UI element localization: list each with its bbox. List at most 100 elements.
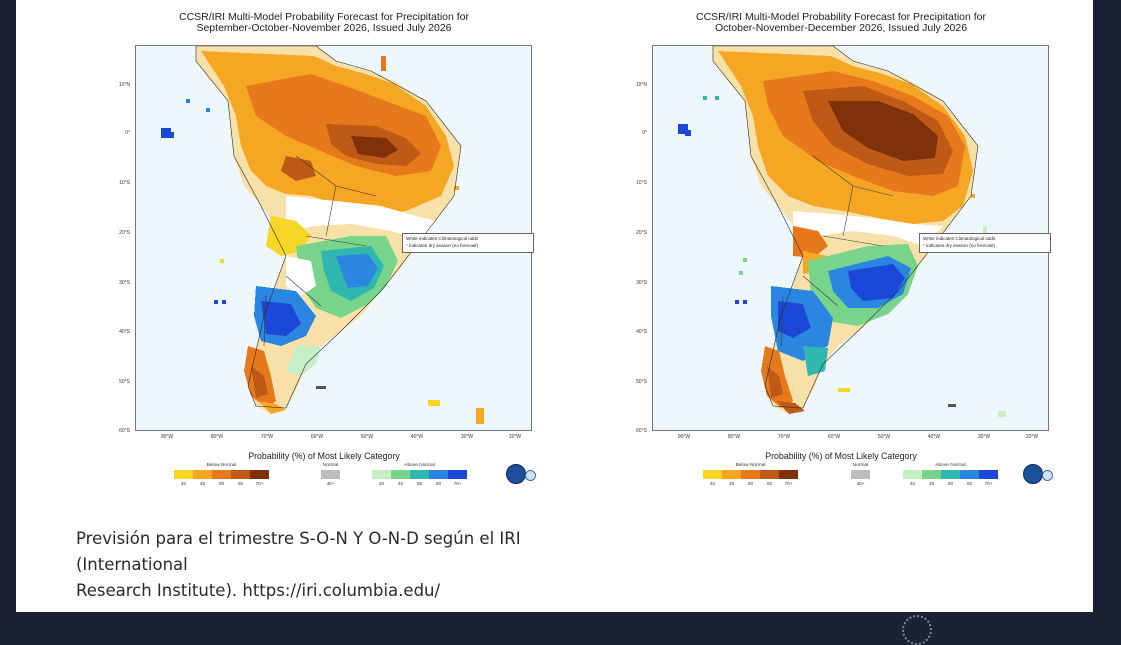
tick: 40	[378, 481, 385, 486]
map-inline-legend: White indicates Climatological odds * in…	[919, 233, 1051, 253]
caption-line: Previsión para el trimestre S-O-N Y O-N-…	[76, 529, 521, 548]
colorbar-below-normal: Below Normal 40 45 50 60 70+	[174, 463, 269, 486]
lat-label: 30°S	[636, 280, 647, 286]
caption-line: Research Institute). https://iri.columbi…	[76, 581, 441, 600]
colorbar-below-normal: Below Normal 40 45 50 60 70+	[703, 463, 798, 486]
lon-label: 70°W	[260, 434, 274, 440]
lat-label: 60°S	[636, 428, 647, 434]
lon-label: 90°W	[677, 434, 691, 440]
tick: 40+	[326, 481, 335, 486]
color-swatch	[903, 470, 922, 479]
lon-label: 80°W	[727, 434, 741, 440]
dry-season-marker: *	[923, 243, 925, 248]
lon-label: 30°W	[977, 434, 991, 440]
tick: 50	[218, 481, 225, 486]
tick: 70+	[984, 481, 993, 486]
dry-season-marker: *	[406, 243, 408, 248]
lat-label: 10°S	[636, 180, 647, 186]
colorbar-above-normal: Above Normal 40 45 50 60 70+	[903, 463, 998, 486]
climatology-band	[286, 196, 436, 241]
lat-label: 0°	[642, 130, 647, 136]
forecast-map-ond: CCSR/IRI Multi-Model Probability Forecas…	[621, 0, 1061, 500]
color-swatch	[429, 470, 448, 479]
color-swatch	[722, 470, 741, 479]
tick: 40+	[856, 481, 865, 486]
colorbar-label: Below Normal	[206, 463, 237, 468]
precip-map-svg	[161, 46, 484, 424]
lon-label: 60°W	[310, 434, 324, 440]
color-swatch	[250, 470, 269, 479]
tick: 70+	[453, 481, 462, 486]
color-swatch	[231, 470, 250, 479]
lat-label: 0°	[125, 130, 130, 136]
lon-label: 30°W	[460, 434, 474, 440]
colorbar-normal: Normal 40+	[851, 463, 870, 486]
color-swatch	[741, 470, 760, 479]
color-swatch	[960, 470, 979, 479]
map-title-line2: October-November-December 2026, Issued J…	[714, 22, 968, 34]
lat-label: 10°S	[119, 180, 130, 186]
partner-logo-icon	[525, 470, 536, 481]
color-swatch	[212, 470, 231, 479]
legend-dry-note: indicates dry season (no forecast)	[926, 243, 996, 248]
lon-label: 20°W	[508, 434, 522, 440]
forecast-map-son: CCSR/IRI Multi-Model Probability Forecas…	[104, 0, 544, 500]
color-swatch	[410, 470, 429, 479]
legend-dry-note: indicates dry season (no forecast)	[409, 243, 479, 248]
colorbar-label: Normal	[322, 463, 339, 468]
map-title-line1: CCSR/IRI Multi-Model Probability Forecas…	[695, 11, 986, 23]
lon-label: 50°W	[360, 434, 374, 440]
color-swatch	[372, 470, 391, 479]
lon-label: 40°W	[927, 434, 941, 440]
colorbar-normal: Normal 40+	[321, 463, 340, 486]
lat-label: 40°S	[119, 329, 130, 335]
lon-label: 40°W	[410, 434, 424, 440]
color-swatch	[851, 470, 870, 479]
tick: 60	[966, 481, 973, 486]
iri-logo-icon	[1023, 464, 1043, 484]
tick: 70+	[255, 481, 264, 486]
color-swatch	[174, 470, 193, 479]
lat-label: 10°N	[635, 82, 647, 88]
color-swatch	[760, 470, 779, 479]
lon-label: 90°W	[160, 434, 174, 440]
map-area	[652, 45, 1049, 431]
tick: 60	[435, 481, 442, 486]
precip-map-svg	[678, 46, 1006, 417]
color-swatch	[779, 470, 798, 479]
climatology-band	[793, 211, 943, 246]
lat-label: 30°S	[119, 280, 130, 286]
map-area	[135, 45, 532, 431]
color-swatch	[391, 470, 410, 479]
tick: 40	[909, 481, 916, 486]
lat-label: 10°N	[118, 82, 130, 88]
probability-title: Probability (%) of Most Likely Category	[765, 451, 917, 461]
tick: 50	[747, 481, 754, 486]
presenter-watermark-icon	[902, 615, 932, 645]
tick: 50	[416, 481, 423, 486]
tick: 40	[709, 481, 716, 486]
colorbar-label: Normal	[852, 463, 869, 468]
caption-line: (International	[76, 555, 188, 574]
lat-label: 50°S	[119, 379, 130, 385]
tick: 60	[766, 481, 773, 486]
color-swatch	[703, 470, 722, 479]
tick: 70+	[784, 481, 793, 486]
tick: 40	[180, 481, 187, 486]
lat-label: 20°S	[119, 230, 130, 236]
tick: 45	[928, 481, 935, 486]
slide-caption: Previsión para el trimestre S-O-N Y O-N-…	[76, 526, 636, 604]
legend-white-note: White indicates Climatological odds	[406, 236, 479, 241]
lon-label: 70°W	[777, 434, 791, 440]
tick: 45	[728, 481, 735, 486]
lon-label: 80°W	[210, 434, 224, 440]
map-inline-legend: White indicates Climatological odds * in…	[402, 233, 534, 253]
tick: 50	[947, 481, 954, 486]
color-swatch	[321, 470, 340, 479]
tick: 45	[397, 481, 404, 486]
map-title: CCSR/IRI Multi-Model Probability Forecas…	[621, 12, 1061, 34]
colorbar-label: Below Normal	[735, 463, 766, 468]
color-swatch	[979, 470, 998, 479]
map-title-line2: September-October-November 2026, Issued …	[196, 22, 452, 34]
colorbar-above-normal: Above Normal 40 45 50 60 70+	[372, 463, 467, 486]
